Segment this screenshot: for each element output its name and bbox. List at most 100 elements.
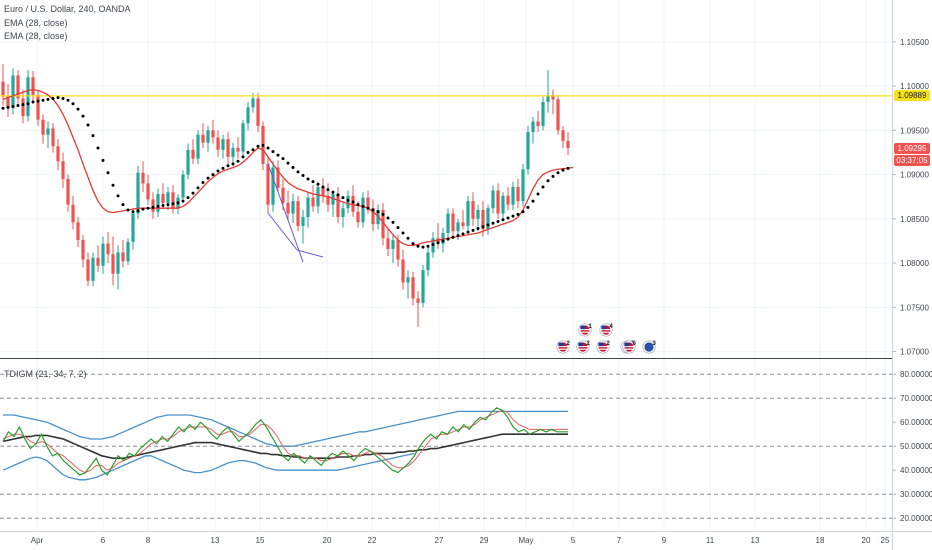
flag-stripe <box>558 346 568 348</box>
flag-eu-icon[interactable]: 3 <box>642 340 657 354</box>
ema-dot <box>56 96 60 100</box>
candle-body <box>306 197 310 218</box>
flag-canton <box>580 325 585 330</box>
x-tick-label: 6 <box>101 536 106 545</box>
ema2-legend[interactable]: EMA (28, close) <box>4 31 68 41</box>
event-count: 2 <box>607 341 611 347</box>
flag-canton <box>624 342 629 347</box>
flag-stripe <box>558 348 568 350</box>
candle-body <box>371 208 375 225</box>
x-tick-label: Apr <box>31 536 44 545</box>
x-tick-label: 11 <box>706 536 715 545</box>
candle-body <box>116 252 120 274</box>
x-tick-label: 8 <box>146 536 151 545</box>
candle-body <box>446 213 450 233</box>
candle-body <box>301 217 305 226</box>
flag-us-icon[interactable]: 6 <box>622 340 637 354</box>
ema-dot <box>266 146 270 150</box>
ema-dot <box>221 166 225 170</box>
candle-body <box>61 161 65 179</box>
candle-body <box>326 195 330 205</box>
ema-dot <box>36 99 40 103</box>
candle-body <box>526 132 530 170</box>
ema-dot <box>256 144 260 148</box>
candle-body <box>556 99 560 131</box>
candle-body <box>466 201 470 226</box>
base-line <box>2 433 568 460</box>
ema1-legend[interactable]: EMA (28, close) <box>4 18 68 28</box>
x-tick-label: 13 <box>211 536 220 545</box>
candle-body <box>146 183 150 200</box>
candle-body <box>441 232 445 244</box>
ema-dot <box>381 212 385 216</box>
ema-dot <box>51 96 55 100</box>
ema-dot <box>191 191 195 195</box>
flag-stripe <box>601 329 611 331</box>
y-tick-label: 70.00000 <box>900 394 932 403</box>
y-tick-label: 30.00000 <box>900 490 932 499</box>
flag-stripe <box>598 346 608 348</box>
ema-dot <box>131 210 135 214</box>
upper-band-line <box>3 410 568 447</box>
ema-dot <box>116 194 120 198</box>
ema-dot <box>431 242 435 246</box>
ema-dot <box>291 165 295 169</box>
ema-dot <box>311 180 315 184</box>
candle-body <box>341 208 345 218</box>
candle-body <box>486 208 490 230</box>
ema-dot <box>476 227 480 231</box>
ema-dot <box>11 104 15 108</box>
indicator-legend[interactable]: TDIGM (21, 34, 7, 2) <box>4 369 87 379</box>
ema-dot <box>276 153 280 157</box>
candle-body <box>241 123 245 152</box>
candle-body <box>521 169 525 202</box>
ema-dot <box>351 200 355 204</box>
flag-canton <box>558 342 563 347</box>
candle-body <box>566 140 570 149</box>
candle-body <box>516 186 520 202</box>
candle-body <box>451 213 455 232</box>
candle-body <box>396 240 400 260</box>
ema-dot <box>81 114 85 118</box>
ema-dot <box>401 231 405 235</box>
flag-stripe <box>598 348 608 350</box>
ema-dot <box>506 216 510 220</box>
candle-body <box>31 77 35 95</box>
event-count: 4 <box>610 324 614 330</box>
candle-body <box>191 149 195 159</box>
candle-body <box>126 241 130 262</box>
flag-us-icon[interactable]: 2 <box>556 340 571 354</box>
ema-dot <box>286 161 290 165</box>
candle-body <box>151 199 155 212</box>
candle-body <box>11 75 15 109</box>
candle-body <box>456 222 460 232</box>
flag-us-icon[interactable]: 2 <box>596 340 611 354</box>
ema-dot <box>101 158 105 162</box>
ema-dot <box>356 203 360 207</box>
ema-dot <box>446 237 450 241</box>
trendline <box>267 163 304 263</box>
candle-body <box>546 94 550 103</box>
symbol-legend[interactable]: Euro / U.S. Dollar, 240, OANDA <box>4 4 131 14</box>
ema-dot <box>441 239 445 243</box>
ema-dot <box>181 199 185 203</box>
ema-dot <box>31 100 35 104</box>
candle-body <box>476 209 480 219</box>
candle-body <box>121 252 125 262</box>
flag-us-icon[interactable]: 1 <box>578 323 593 337</box>
candle-body <box>161 194 165 203</box>
flag-us-icon[interactable]: 4 <box>599 323 614 337</box>
ema-dot <box>66 98 70 102</box>
ema-dot <box>456 234 460 238</box>
candle-body <box>281 187 285 203</box>
flag-us-icon[interactable]: 2 <box>576 340 591 354</box>
hline-price-tag: 1.09889 <box>894 90 930 101</box>
ema-dot <box>111 183 115 187</box>
ema-dot <box>461 232 465 236</box>
candle-body <box>51 128 55 147</box>
lower-band-line <box>2 452 415 481</box>
ema-dot <box>486 223 490 227</box>
flag-eu-icon <box>644 342 654 352</box>
candle-body <box>286 202 290 214</box>
